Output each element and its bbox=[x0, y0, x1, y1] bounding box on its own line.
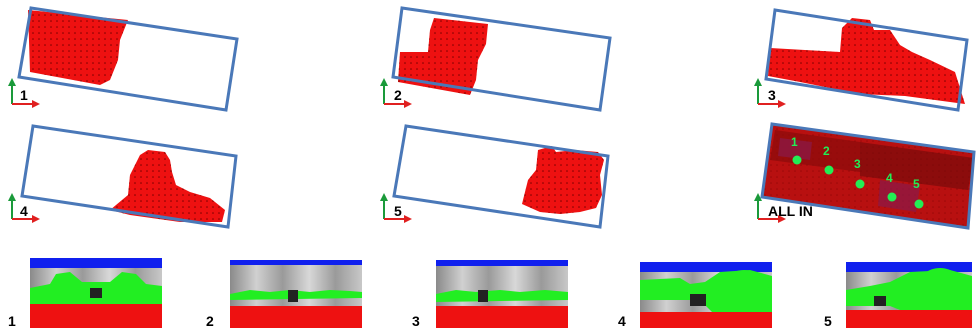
floor-region bbox=[640, 312, 772, 328]
panel-label: 1 bbox=[20, 87, 28, 103]
room-outline bbox=[17, 6, 239, 112]
camera-marker-label: 2 bbox=[823, 144, 830, 158]
room-outline bbox=[760, 122, 976, 230]
panorama-label: 3 bbox=[412, 313, 420, 329]
sky-region bbox=[30, 258, 162, 268]
top-panel-3: 3 bbox=[754, 8, 969, 112]
panel-label: 3 bbox=[768, 87, 776, 103]
camera-marker-3 bbox=[855, 179, 865, 189]
camera-marker-4 bbox=[887, 192, 897, 202]
panel-label: 5 bbox=[394, 203, 402, 219]
camera-marker-label: 5 bbox=[913, 177, 920, 191]
floor-region bbox=[436, 306, 568, 328]
room-outline bbox=[764, 8, 969, 112]
top-panel-2: 2 bbox=[380, 6, 612, 112]
panorama-5: 5 bbox=[824, 262, 972, 329]
floor-region bbox=[30, 304, 162, 328]
camera-marker-label: 4 bbox=[886, 171, 893, 185]
camera-marker-5 bbox=[914, 199, 924, 209]
camera-marker-label: 3 bbox=[854, 157, 861, 171]
wall-region bbox=[436, 290, 568, 302]
panorama-label: 1 bbox=[8, 313, 16, 329]
panorama-3: 3 bbox=[412, 260, 568, 329]
camera-marker-label: 1 bbox=[791, 135, 798, 149]
panorama-1: 1 bbox=[8, 258, 162, 329]
panel-label: 2 bbox=[394, 87, 402, 103]
room-outline bbox=[392, 124, 610, 229]
sky-region bbox=[436, 260, 568, 266]
axis-indicator bbox=[754, 193, 786, 223]
axis-indicator bbox=[380, 78, 412, 108]
axis-indicator bbox=[8, 78, 40, 108]
top-panel-4: 4 bbox=[8, 124, 238, 229]
floor-region bbox=[230, 306, 362, 328]
camera-marker-1 bbox=[792, 155, 802, 165]
panel-label: 4 bbox=[20, 203, 28, 219]
sky-region bbox=[640, 262, 772, 272]
sky-region bbox=[230, 260, 362, 265]
room-outline bbox=[20, 124, 238, 229]
panorama-4: 4 bbox=[618, 262, 772, 329]
panorama-label: 5 bbox=[824, 313, 832, 329]
axis-indicator bbox=[8, 193, 40, 223]
panorama-2: 2 bbox=[206, 260, 362, 329]
panel-label: ALL IN bbox=[768, 203, 813, 219]
panorama-label: 2 bbox=[206, 313, 214, 329]
room-outline bbox=[391, 6, 612, 112]
axis-indicator bbox=[754, 78, 786, 108]
sky-region bbox=[846, 262, 972, 272]
top-panel-5: 5 bbox=[380, 124, 610, 229]
camera-marker-2 bbox=[824, 165, 834, 175]
top-panel-all-in: 1 2 3 4 5 ALL IN bbox=[754, 122, 976, 230]
panorama-label: 4 bbox=[618, 313, 626, 329]
axis-indicator bbox=[380, 193, 412, 223]
camera-markers: 1 2 3 4 5 bbox=[791, 135, 924, 209]
floor-region bbox=[846, 310, 972, 328]
top-panel-1: 1 bbox=[8, 6, 239, 112]
